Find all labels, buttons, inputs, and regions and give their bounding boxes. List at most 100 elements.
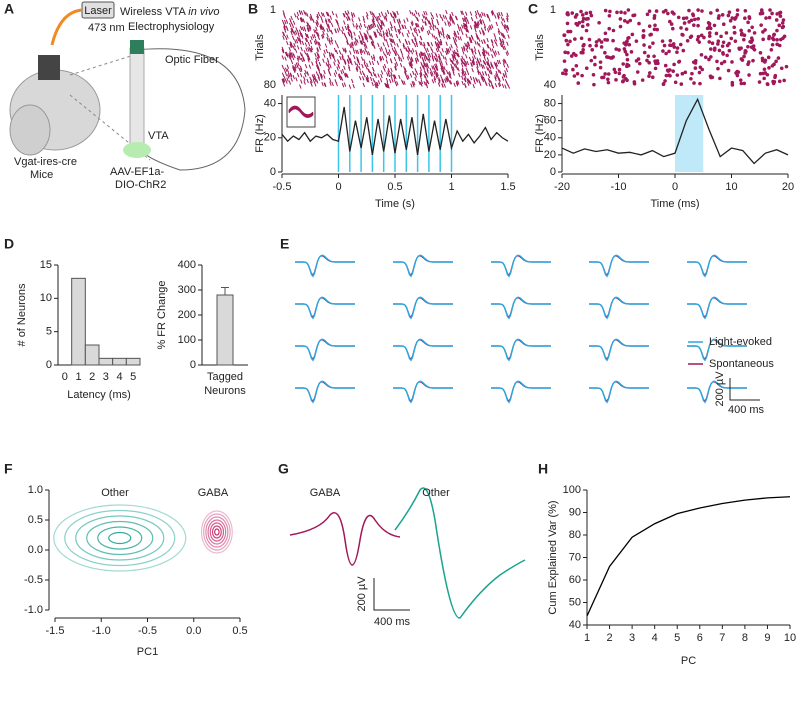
spike-tick <box>476 22 480 27</box>
spike-tick <box>494 62 498 68</box>
spike-tick <box>461 67 465 72</box>
spike-dot <box>716 42 720 46</box>
spike-tick <box>478 62 481 67</box>
scale-label: 200 µV <box>714 371 726 407</box>
spike-tick <box>326 57 330 63</box>
spike-tick <box>390 74 393 79</box>
spike-tick <box>454 31 457 36</box>
spike-tick <box>460 62 464 68</box>
spike-tick <box>425 78 428 84</box>
spike-tick <box>304 72 307 78</box>
spike-tick <box>320 75 323 80</box>
spike-tick <box>430 42 434 47</box>
spike-tick <box>414 57 418 63</box>
spike-tick <box>361 63 364 69</box>
scale-label: 200 µV <box>356 576 368 612</box>
spike-tick <box>364 47 367 53</box>
spike-dot <box>761 71 765 76</box>
spike-tick <box>468 45 471 50</box>
spike-tick <box>290 42 293 47</box>
spike-tick <box>304 64 308 69</box>
waveform <box>687 338 747 362</box>
spike-tick <box>370 41 374 47</box>
spike-tick <box>470 16 474 22</box>
y-tick-label: 0.5 <box>28 514 43 526</box>
spike-tick <box>476 58 479 64</box>
spike-tick <box>431 52 434 58</box>
y-tick-label: 40 <box>544 79 556 91</box>
spike-tick <box>333 47 337 53</box>
waveform <box>295 338 355 362</box>
spike-tick <box>306 34 310 39</box>
spike-dot <box>782 34 787 39</box>
spike-dot <box>702 35 706 40</box>
spike-tick <box>409 26 413 31</box>
spike-dot <box>690 71 694 76</box>
contour <box>200 510 233 554</box>
spike-tick <box>323 82 326 87</box>
panel-letter: H <box>538 461 548 477</box>
x-tick-label: 5 <box>130 371 136 383</box>
spike-tick <box>354 40 358 46</box>
spike-tick <box>282 82 286 87</box>
spike-tick <box>294 30 298 35</box>
spike-tick <box>448 73 451 78</box>
spike-tick <box>455 43 458 48</box>
spike-tick <box>412 70 415 76</box>
y-tick-label: 1.0 <box>28 484 43 496</box>
spike-tick <box>363 23 367 29</box>
spike-dot <box>727 10 732 14</box>
spike-tick <box>421 63 424 69</box>
spike-dot <box>760 56 765 61</box>
spike-dot <box>591 72 596 77</box>
spike-dot <box>739 32 744 37</box>
spike-tick <box>336 44 339 49</box>
spike-dot <box>707 40 712 44</box>
spike-dot <box>751 44 756 48</box>
spike-tick <box>330 40 334 45</box>
spike-dot <box>715 8 720 13</box>
spike-tick <box>501 33 505 39</box>
waveform <box>491 297 551 319</box>
spike-tick <box>472 76 476 82</box>
spike-tick <box>457 27 461 32</box>
spike-tick <box>410 21 414 27</box>
spike-tick <box>320 73 323 78</box>
bar <box>125 357 141 366</box>
spike-tick <box>345 36 348 42</box>
spike-tick <box>422 14 425 19</box>
spike-tick <box>466 28 470 33</box>
spike-tick <box>414 76 417 82</box>
spike-dot <box>645 12 650 17</box>
spike-tick <box>418 80 421 86</box>
spike-tick <box>338 26 341 31</box>
spike-dot <box>762 67 767 72</box>
spike-tick <box>403 80 406 85</box>
spike-tick <box>481 11 484 17</box>
spike-tick <box>476 34 479 39</box>
spike-dot <box>775 28 779 33</box>
spike-dot <box>750 25 754 30</box>
spike-tick <box>422 52 426 57</box>
spike-tick <box>394 65 397 71</box>
spike-tick <box>316 19 319 25</box>
spike-tick <box>325 18 328 23</box>
spike-tick <box>414 27 418 32</box>
spike-dot <box>647 71 652 75</box>
spike-dot <box>691 13 696 18</box>
contour <box>209 522 225 542</box>
waveform <box>393 255 453 277</box>
spike-tick <box>343 60 347 65</box>
spike-tick <box>490 11 494 16</box>
title-part: Wireless VTA <box>120 6 186 18</box>
spike-tick <box>346 59 350 65</box>
spike-tick <box>290 52 294 57</box>
spike-tick <box>308 26 311 31</box>
spike-tick <box>404 24 407 30</box>
spike-tick <box>427 58 431 63</box>
spike-tick <box>493 61 497 67</box>
legend-label: Light-evoked <box>709 336 772 348</box>
waveform <box>393 381 453 403</box>
spike-tick <box>347 55 351 60</box>
spike-tick <box>415 42 419 48</box>
